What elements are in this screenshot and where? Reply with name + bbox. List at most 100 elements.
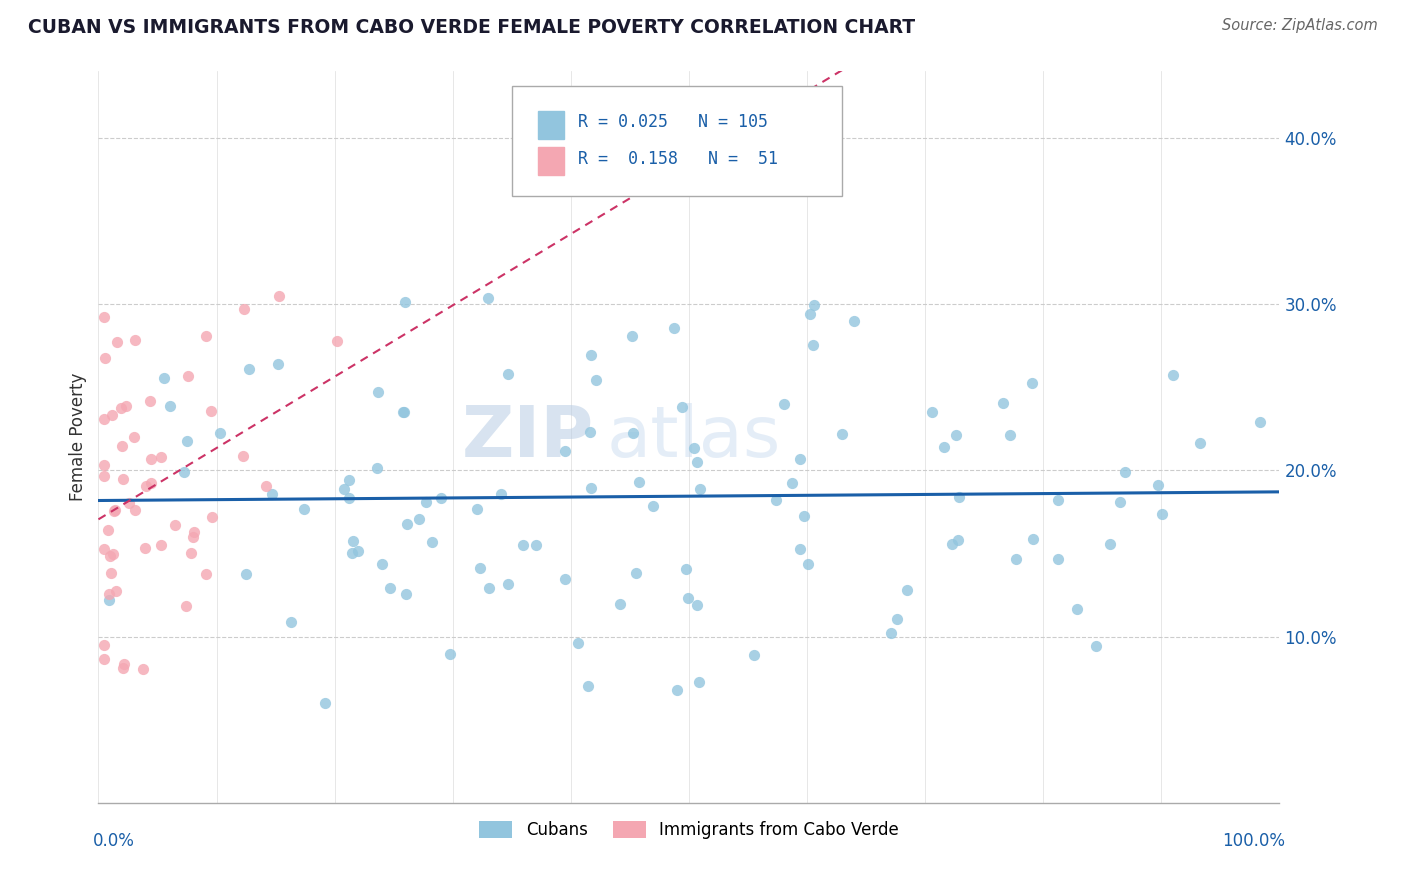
Bar <box>537 147 564 175</box>
Point <box>132 662 155 676</box>
Point <box>342 534 364 549</box>
Point <box>93 468 115 483</box>
Point <box>1004 552 1026 566</box>
Point <box>643 500 665 514</box>
Point <box>793 509 815 524</box>
Point <box>585 373 607 387</box>
Point <box>676 591 699 606</box>
Point <box>181 530 204 544</box>
Point <box>394 295 416 310</box>
Point <box>112 657 135 671</box>
Point <box>93 652 115 666</box>
Point <box>93 541 115 556</box>
Point <box>93 310 115 325</box>
Point <box>1152 507 1174 521</box>
Point <box>880 625 903 640</box>
FancyBboxPatch shape <box>512 86 842 195</box>
Point <box>1021 376 1043 390</box>
Point <box>235 566 257 581</box>
Point <box>256 478 278 492</box>
Point <box>93 638 115 652</box>
Point <box>1146 478 1168 492</box>
Point <box>314 696 336 710</box>
Point <box>93 458 115 473</box>
Point <box>124 503 146 517</box>
Point <box>1022 532 1045 546</box>
Point <box>1249 415 1271 429</box>
Point <box>150 538 173 552</box>
Point <box>686 455 709 469</box>
Point <box>689 482 711 496</box>
Point <box>173 465 195 479</box>
Text: Source: ZipAtlas.com: Source: ZipAtlas.com <box>1222 18 1378 33</box>
Point <box>370 557 392 571</box>
Point <box>468 561 491 575</box>
Point <box>98 593 121 607</box>
Point <box>886 611 908 625</box>
Point <box>392 405 415 419</box>
Point <box>1114 466 1136 480</box>
Point <box>688 674 710 689</box>
Point <box>139 394 162 409</box>
Text: atlas: atlas <box>606 402 780 472</box>
Point <box>554 572 576 586</box>
Point <box>93 411 115 425</box>
Point <box>682 441 704 455</box>
Text: R = 0.025   N = 105: R = 0.025 N = 105 <box>578 113 768 131</box>
Point <box>163 518 186 533</box>
Point <box>554 444 576 458</box>
Point <box>124 333 146 347</box>
Point <box>609 598 631 612</box>
Point <box>685 598 707 612</box>
Point <box>991 396 1014 410</box>
Bar <box>537 111 564 138</box>
Point <box>176 434 198 449</box>
Point <box>799 307 821 321</box>
Point <box>105 583 128 598</box>
Legend: Cubans, Immigrants from Cabo Verde: Cubans, Immigrants from Cabo Verde <box>472 814 905 846</box>
Point <box>159 399 181 413</box>
Point <box>101 408 124 422</box>
Point <box>420 534 443 549</box>
Point <box>122 430 145 444</box>
Point <box>948 490 970 504</box>
Point <box>621 426 644 441</box>
Point <box>149 450 172 464</box>
Point <box>194 329 217 343</box>
Point <box>139 451 162 466</box>
Point <box>134 541 156 556</box>
Point <box>280 615 302 629</box>
Point <box>801 337 824 351</box>
Point <box>415 495 437 509</box>
Point <box>496 367 519 381</box>
Point <box>789 541 811 556</box>
Point <box>200 404 222 418</box>
Text: 0.0%: 0.0% <box>93 832 135 850</box>
Point <box>489 486 512 500</box>
Point <box>581 348 603 362</box>
Point <box>98 549 121 563</box>
Point <box>477 291 499 305</box>
Point <box>366 461 388 475</box>
Point <box>478 581 501 595</box>
Point <box>1098 537 1121 551</box>
Point <box>578 679 600 693</box>
Point <box>1066 602 1088 616</box>
Point <box>628 475 651 490</box>
Point <box>233 301 256 316</box>
Point <box>408 512 430 526</box>
Point <box>380 581 402 595</box>
Point <box>998 427 1021 442</box>
Point <box>395 516 418 531</box>
Point <box>347 543 370 558</box>
Y-axis label: Female Poverty: Female Poverty <box>69 373 87 501</box>
Point <box>797 558 820 572</box>
Point <box>789 451 811 466</box>
Point <box>921 405 943 419</box>
Text: ZIP: ZIP <box>463 402 595 472</box>
Point <box>496 576 519 591</box>
Point <box>153 370 176 384</box>
Point <box>742 648 765 662</box>
Point <box>238 361 260 376</box>
Point <box>579 481 602 495</box>
